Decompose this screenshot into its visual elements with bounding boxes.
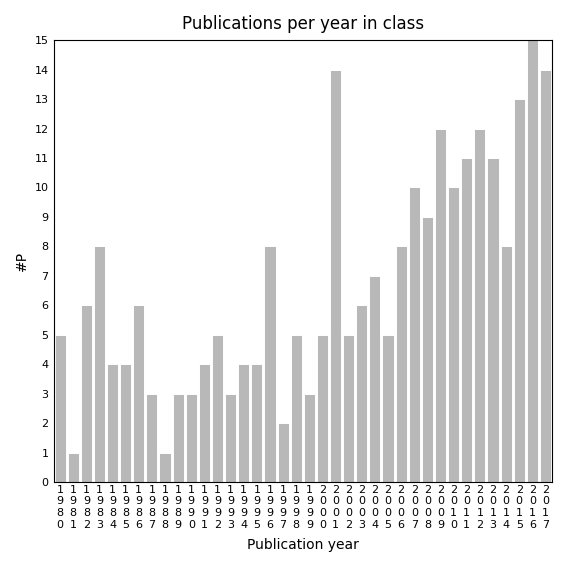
Bar xyxy=(291,335,302,482)
Bar xyxy=(146,393,158,482)
Bar xyxy=(212,335,223,482)
Bar xyxy=(383,335,393,482)
Bar xyxy=(107,364,118,482)
Bar xyxy=(81,305,92,482)
Bar xyxy=(343,335,354,482)
Bar xyxy=(94,247,105,482)
Bar xyxy=(172,393,184,482)
Bar xyxy=(317,335,328,482)
Bar xyxy=(159,452,171,482)
Bar xyxy=(264,247,276,482)
Bar xyxy=(54,335,66,482)
Bar xyxy=(409,188,420,482)
Bar xyxy=(514,99,525,482)
Bar xyxy=(396,247,407,482)
X-axis label: Publication year: Publication year xyxy=(247,538,359,552)
Bar xyxy=(488,158,498,482)
Bar xyxy=(435,129,446,482)
Bar xyxy=(330,70,341,482)
Bar xyxy=(304,393,315,482)
Bar xyxy=(67,452,79,482)
Bar xyxy=(133,305,145,482)
Bar xyxy=(369,276,380,482)
Bar xyxy=(277,423,289,482)
Bar xyxy=(251,364,263,482)
Bar xyxy=(225,393,236,482)
Y-axis label: #P: #P xyxy=(15,251,29,271)
Bar xyxy=(186,393,197,482)
Bar xyxy=(461,158,472,482)
Bar xyxy=(527,40,538,482)
Bar xyxy=(540,70,551,482)
Bar xyxy=(422,217,433,482)
Bar xyxy=(120,364,132,482)
Bar xyxy=(448,188,459,482)
Title: Publications per year in class: Publications per year in class xyxy=(181,15,424,33)
Bar xyxy=(356,305,367,482)
Bar xyxy=(474,129,485,482)
Bar xyxy=(501,247,511,482)
Bar xyxy=(199,364,210,482)
Bar xyxy=(238,364,249,482)
